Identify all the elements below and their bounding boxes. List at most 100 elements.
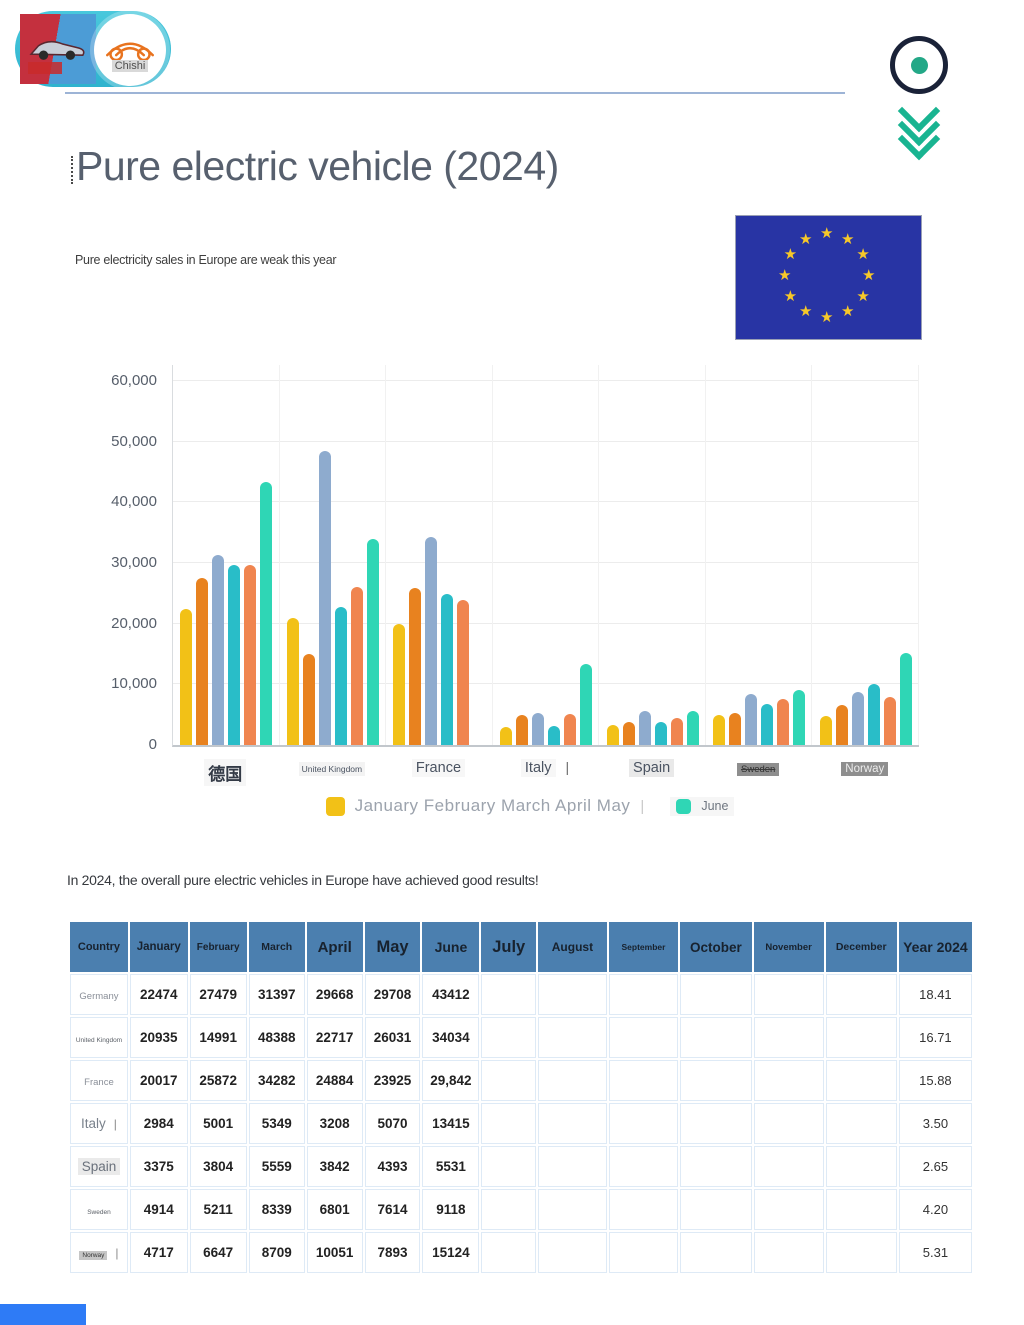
bar-march <box>851 692 864 745</box>
empty-cell <box>608 1232 679 1273</box>
empty-cell <box>753 1060 824 1101</box>
bar-june <box>793 689 806 745</box>
value-cell: 25872 <box>189 1060 247 1101</box>
value-cell: 22474 <box>129 974 188 1015</box>
bar-april <box>441 594 454 745</box>
bar-june <box>899 653 912 745</box>
eu-star-icon: ★ <box>856 246 870 263</box>
chart-legend: January February March April May | June <box>130 796 930 816</box>
y-tick-label: 20,000 <box>111 614 157 632</box>
footer-accent-bar <box>0 1304 86 1325</box>
value-cell: 2984 <box>129 1103 188 1144</box>
empty-cell <box>481 1060 537 1101</box>
chishi-arches-icon <box>106 42 154 62</box>
y-tick-label: 50,000 <box>111 432 157 450</box>
bar-january <box>393 623 406 745</box>
bar-january <box>713 715 726 745</box>
bar-february <box>302 654 315 745</box>
empty-cell <box>680 1103 752 1144</box>
bar-may <box>457 599 470 745</box>
x-category-label: Spain <box>629 759 675 777</box>
country-cell: Sweden <box>70 1189 128 1230</box>
eu-star-icon: ★ <box>778 267 792 284</box>
bar-march <box>425 537 438 745</box>
country-cell: Norway | <box>70 1232 128 1273</box>
legend-label: June <box>701 799 729 813</box>
table-header: August <box>538 922 607 972</box>
bar-january <box>286 618 299 745</box>
year-cell: 2.65 <box>898 1146 972 1187</box>
value-cell: 14991 <box>189 1017 247 1058</box>
empty-cell <box>608 1060 679 1101</box>
page-subtitle: Pure electricity sales in Europe are wea… <box>75 253 337 267</box>
chart-yaxis: 0 10,000 20,000 30,000 40,000 50,000 60,000 <box>85 365 163 753</box>
legend-label: January February March April May <box>354 796 631 815</box>
y-tick-label: 10,000 <box>111 675 157 693</box>
value-cell: 5559 <box>248 1146 305 1187</box>
value-cell: 26031 <box>364 1017 421 1058</box>
empty-cell <box>680 1232 752 1273</box>
table-header: October <box>680 922 752 972</box>
value-cell: 3208 <box>306 1103 363 1144</box>
bar-group <box>173 381 280 745</box>
eu-star-icon: ★ <box>856 288 870 305</box>
empty-cell <box>538 1146 607 1187</box>
year-cell: 15.88 <box>898 1060 972 1101</box>
empty-cell <box>680 1017 752 1058</box>
legend-swatch <box>676 798 692 814</box>
value-cell: 24884 <box>306 1060 363 1101</box>
y-tick-label: 40,000 <box>111 493 157 511</box>
value-cell: 31397 <box>248 974 305 1015</box>
empty-cell <box>680 974 752 1015</box>
bar-may <box>350 587 363 745</box>
bar-april <box>334 607 347 745</box>
bar-may <box>883 697 896 745</box>
value-cell: 6647 <box>189 1232 247 1273</box>
year-cell: 4.20 <box>898 1189 972 1230</box>
bar-group <box>599 381 706 745</box>
bar-february <box>196 578 209 745</box>
value-cell: 7893 <box>364 1232 421 1273</box>
bar-may <box>563 714 576 745</box>
table-row: United Kingdom 20935 14991 48388 22717 26031 3… <box>70 1017 972 1058</box>
value-cell: 34034 <box>422 1017 480 1058</box>
bar-group <box>280 381 387 745</box>
summary-text: In 2024, the overall pure electric vehic… <box>67 872 539 888</box>
empty-cell <box>608 1103 679 1144</box>
brand-name-label: Chishi <box>111 60 149 72</box>
empty-cell <box>825 1017 897 1058</box>
bar-march <box>318 451 331 745</box>
empty-cell <box>825 974 897 1015</box>
empty-cell <box>538 1103 607 1144</box>
value-cell: 4914 <box>129 1189 188 1230</box>
legend-item: June <box>670 796 735 816</box>
text-cursor <box>71 156 73 184</box>
target-dot <box>910 56 928 74</box>
bar-january <box>606 724 619 745</box>
year-cell: 16.71 <box>898 1017 972 1058</box>
value-cell: 5211 <box>189 1189 247 1230</box>
value-cell: 20017 <box>129 1060 188 1101</box>
table-header: July <box>481 922 537 972</box>
eu-star-icon: ★ <box>862 267 876 284</box>
table-header: June <box>422 922 480 972</box>
table-header: September <box>608 922 679 972</box>
eu-flag: ★ ★ ★ ★ ★ ★ ★ ★ ★ ★ ★ ★ <box>735 215 922 340</box>
x-category-label: Norway <box>841 762 889 776</box>
empty-cell <box>753 974 824 1015</box>
table-row: Norway | 4717 6647 8709 10051 7893 15124 5.31 <box>70 1232 972 1273</box>
table-header: May <box>364 922 421 972</box>
table-header: Year 2024 <box>898 922 972 972</box>
empty-cell <box>825 1189 897 1230</box>
x-category-label: Italy <box>520 759 556 777</box>
value-cell: 3842 <box>306 1146 363 1187</box>
value-cell: 34282 <box>248 1060 305 1101</box>
value-cell: 10051 <box>306 1232 363 1273</box>
value-cell: 27479 <box>189 974 247 1015</box>
value-cell: 43412 <box>422 974 480 1015</box>
year-cell: 18.41 <box>898 974 972 1015</box>
header-divider <box>65 92 845 94</box>
bar-group <box>812 381 919 745</box>
country-cell: Spain <box>70 1146 128 1187</box>
empty-cell <box>753 1146 824 1187</box>
